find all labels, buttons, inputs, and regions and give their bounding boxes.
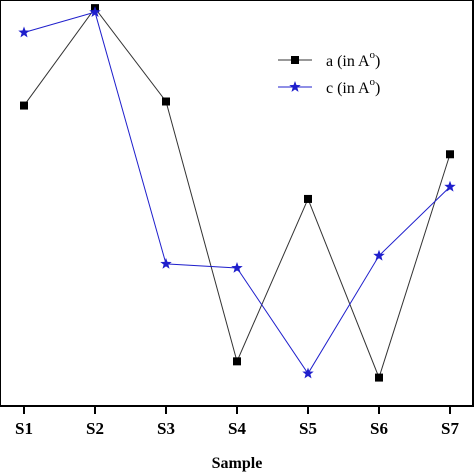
- x-tick-label-s4: S4: [228, 419, 246, 438]
- x-tick-label-s2: S2: [86, 419, 104, 438]
- legend-label-c: c (in Ao): [326, 76, 380, 97]
- point-a-s5: [304, 194, 312, 203]
- point-c-s3: [160, 257, 172, 269]
- point-a-s6: [375, 373, 383, 382]
- plot-frame: [0, 0, 474, 407]
- series-layer: [18, 4, 456, 382]
- x-tick-label-s6: S6: [370, 419, 388, 438]
- point-c-s5: [302, 367, 314, 379]
- x-tick-label-s3: S3: [157, 419, 175, 438]
- x-tick-label-s5: S5: [299, 419, 317, 438]
- legend: a (in Ao) c (in Ao): [278, 49, 380, 97]
- point-c-s6: [373, 249, 385, 261]
- point-c-s4: [231, 261, 243, 273]
- legend-star-icon: [289, 81, 301, 92]
- legend-item-c: c (in Ao): [278, 76, 380, 97]
- legend-square-icon: [291, 56, 299, 64]
- x-tick-label-s7: S7: [441, 419, 459, 438]
- series-a: [20, 4, 454, 382]
- series-line-a: [23, 7, 451, 380]
- point-c-s7: [444, 180, 456, 192]
- series-c: [18, 6, 456, 379]
- point-c-s1: [18, 26, 30, 38]
- legend-label-a: a (in Ao): [326, 49, 380, 70]
- x-tick-label-s1: S1: [15, 419, 33, 438]
- point-c-s2: [89, 6, 101, 18]
- point-a-s1: [20, 101, 28, 110]
- x-axis-title: Sample: [212, 455, 263, 472]
- point-a-s4: [233, 357, 241, 366]
- x-axis-tick-labels: S1 S2 S3 S4 S5 S6 S7: [15, 419, 459, 438]
- x-axis-ticks: [23, 406, 451, 414]
- point-a-s7: [446, 150, 454, 159]
- series-line-c: [23, 11, 451, 375]
- legend-item-a: a (in Ao): [278, 49, 380, 70]
- point-a-s3: [162, 97, 170, 106]
